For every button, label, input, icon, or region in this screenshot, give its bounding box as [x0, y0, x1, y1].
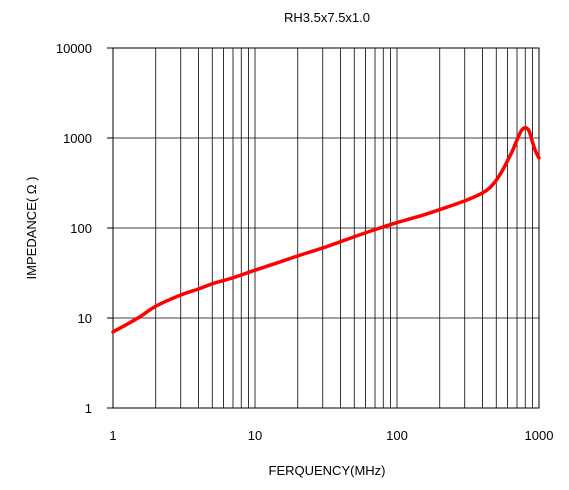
x-tick-label: 10: [248, 428, 262, 443]
y-tick-label: 10: [78, 311, 92, 326]
impedance-series-line: [111, 126, 541, 334]
x-tick-labels: 1 10 100 1000: [109, 428, 553, 443]
x-tick-label: 1000: [525, 428, 554, 443]
y-tick-label: 10000: [56, 41, 92, 56]
x-axis-title: FERQUENCY(MHz): [269, 463, 386, 478]
x-tick-label: 100: [386, 428, 408, 443]
chart-title: RH3.5x7.5x1.0: [284, 10, 370, 25]
x-tick-label: 1: [109, 428, 116, 443]
y-axis-title: IMPEDANCE( Ω ): [24, 177, 39, 280]
grid: [112, 47, 540, 409]
y-tick-label: 1: [85, 401, 92, 416]
y-tick-labels: 1 10 100 1000 10000: [56, 41, 92, 416]
series-layer: [111, 126, 541, 334]
y-tick-label: 100: [70, 221, 92, 236]
y-tick-label: 1000: [63, 131, 92, 146]
plot-frame: [107, 47, 540, 409]
